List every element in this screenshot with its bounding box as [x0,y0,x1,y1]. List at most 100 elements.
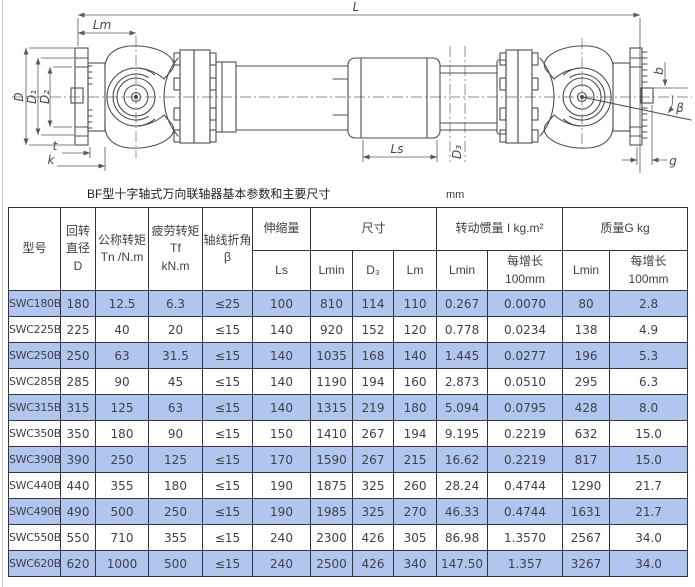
col-header-nominal-torque: 公称转矩 Tn /N.m [95,207,149,291]
value-cell: 426 [352,550,394,577]
model-cell: SWC315BF [8,394,61,421]
value-cell: 152 [352,316,394,343]
col-header-model: 型号 [8,207,61,291]
value-cell: 63 [95,342,149,369]
value-cell: 190 [252,498,311,525]
dim-label-D3: D₃ [450,145,464,159]
model-cell: SWC620BF [8,550,61,577]
value-cell: 440 [60,472,96,499]
table-row: SWC315BF31512563≤1514013152191805.0940.0… [8,394,689,421]
value-cell: 125 [148,446,203,473]
value-cell: 0.267 [436,290,489,317]
dim-label-beta: β [675,101,684,115]
value-cell: ≤15 [202,550,253,577]
beta-angle-line [581,96,692,121]
value-cell: 1315 [310,394,353,421]
value-cell: 138 [562,316,611,343]
value-cell: 215 [392,446,438,473]
value-cell: 80 [562,290,611,317]
cardan-shaft-outline [70,45,692,149]
model-cell: SWC350BF [8,420,61,447]
value-cell: 180 [392,394,438,421]
value-cell: 810 [310,290,353,317]
dim-label-Lm: Lm [93,18,111,32]
value-cell: 140 [252,368,311,395]
value-cell: 2.873 [436,368,489,395]
value-cell: 2500 [310,550,353,577]
model-cell: SWC390BF [8,446,61,473]
value-cell: ≤15 [202,394,253,421]
value-cell: 0.0070 [487,290,564,317]
value-cell: 170 [252,446,311,473]
value-cell: 0.4744 [487,472,564,499]
value-cell: 2567 [562,524,611,551]
value-cell: 1590 [310,446,353,473]
value-cell: 340 [392,550,438,577]
value-cell: ≤25 [202,290,253,317]
value-cell: 196 [562,342,611,369]
value-cell: 240 [252,524,311,551]
model-cell: SWC550BF [8,524,61,551]
left-end-flange [74,47,89,146]
value-cell: 194 [392,420,438,447]
subcol-header-per100-mass: 每增长 100mm [609,250,689,291]
value-cell: 620 [60,550,96,577]
value-cell: 260 [392,472,438,499]
subcol-header-lm: Lm [392,250,438,291]
value-cell: 31.5 [148,342,203,369]
value-cell: 500 [95,498,149,525]
value-cell: ≤15 [202,498,253,525]
value-cell: 250 [148,498,203,525]
value-cell: 125 [95,394,149,421]
right-joint-bearing [562,77,602,117]
model-cell: SWC225BF [8,316,61,343]
value-cell: 2.8 [609,290,689,317]
value-cell: 1190 [310,368,353,395]
table-row: SWC350BF35018090≤1515014102671949.1950.2… [8,420,689,447]
value-cell: 0.0234 [487,316,564,343]
value-cell: 632 [562,420,611,447]
value-cell: 140 [252,342,311,369]
table-row: SWC180BF18012.56.3≤251008101141100.2670.… [8,290,689,317]
value-cell: 1410 [310,420,353,447]
model-cell: SWC285BF [8,368,61,395]
value-cell: 219 [352,394,394,421]
value-cell: 285 [60,368,96,395]
value-cell: ≤15 [202,446,253,473]
value-cell: 0.2219 [487,446,564,473]
right-end-flange [629,47,643,146]
value-cell: 390 [60,446,96,473]
value-cell: 28.24 [436,472,489,499]
value-cell: 1.357 [487,550,564,577]
value-cell: 180 [148,472,203,499]
value-cell: 147.50 [436,550,489,577]
subcol-header-lmin-mass: Lmin [562,250,611,291]
value-cell: ≤15 [202,342,253,369]
subcol-header-lmin-dim: Lmin [310,250,353,291]
value-cell: 1875 [310,472,353,499]
table-row: SWC250BF2506331.5≤1514010351681401.4450.… [8,342,689,369]
dimension-lines [23,12,688,173]
left-bolted-flange [173,49,217,144]
value-cell: 15.0 [609,420,689,447]
value-cell: 6.3 [609,368,689,395]
coupling-technical-drawing: L Lm D D₁ D₂ t k Ls D₃ b β g [12,0,692,173]
value-cell: 140 [252,316,311,343]
value-cell: 5.094 [436,394,489,421]
value-cell: 490 [60,498,96,525]
value-cell: 267 [352,420,394,447]
left-joint-bearing [116,77,156,117]
value-cell: 45 [148,368,203,395]
value-cell: ≤15 [202,368,253,395]
model-cell: SWC490BF [8,498,61,525]
table-row: SWC620BF6201000500≤152402500426340147.50… [8,550,689,577]
value-cell: 0.0795 [487,394,564,421]
value-cell: ≤15 [202,472,253,499]
value-cell: 270 [392,498,438,525]
value-cell: 267 [352,446,394,473]
value-cell: 250 [95,446,149,473]
value-cell: 3267 [562,550,611,577]
value-cell: 21.7 [609,498,689,525]
value-cell: 0.0510 [487,368,564,395]
col-header-mass: 质量G kg [562,207,689,251]
